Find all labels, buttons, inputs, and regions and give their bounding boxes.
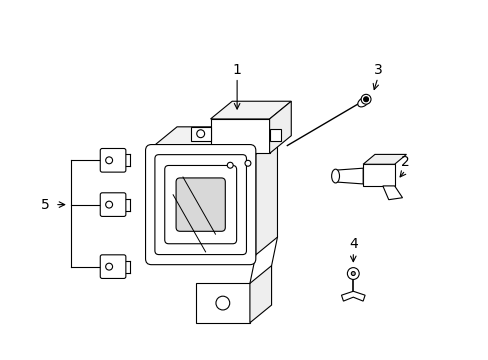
- Text: 3: 3: [373, 63, 382, 77]
- Polygon shape: [382, 186, 402, 200]
- Polygon shape: [255, 137, 277, 255]
- Polygon shape: [269, 129, 281, 141]
- Circle shape: [105, 201, 112, 208]
- Polygon shape: [195, 283, 249, 323]
- Polygon shape: [249, 266, 271, 323]
- FancyBboxPatch shape: [155, 155, 246, 255]
- FancyBboxPatch shape: [100, 193, 125, 216]
- Polygon shape: [341, 291, 365, 301]
- Polygon shape: [363, 164, 394, 186]
- FancyBboxPatch shape: [145, 145, 255, 265]
- FancyBboxPatch shape: [176, 178, 225, 231]
- Text: 5: 5: [41, 198, 49, 212]
- Circle shape: [363, 97, 368, 102]
- Polygon shape: [210, 119, 269, 153]
- Polygon shape: [210, 101, 291, 119]
- FancyBboxPatch shape: [100, 148, 125, 172]
- Polygon shape: [269, 101, 291, 153]
- FancyBboxPatch shape: [164, 166, 236, 244]
- FancyBboxPatch shape: [100, 255, 125, 278]
- Polygon shape: [335, 168, 363, 184]
- Circle shape: [196, 130, 204, 138]
- Circle shape: [105, 157, 112, 164]
- Circle shape: [244, 160, 250, 166]
- Circle shape: [227, 162, 233, 168]
- Polygon shape: [363, 154, 406, 164]
- Circle shape: [105, 263, 112, 270]
- Polygon shape: [155, 127, 277, 145]
- Polygon shape: [190, 127, 210, 141]
- Circle shape: [361, 94, 370, 104]
- Text: 4: 4: [348, 237, 357, 251]
- Text: 2: 2: [400, 155, 409, 169]
- Ellipse shape: [331, 169, 339, 183]
- Circle shape: [216, 296, 229, 310]
- Circle shape: [346, 267, 359, 279]
- Text: 1: 1: [232, 63, 241, 77]
- Circle shape: [350, 271, 355, 275]
- Ellipse shape: [357, 98, 368, 107]
